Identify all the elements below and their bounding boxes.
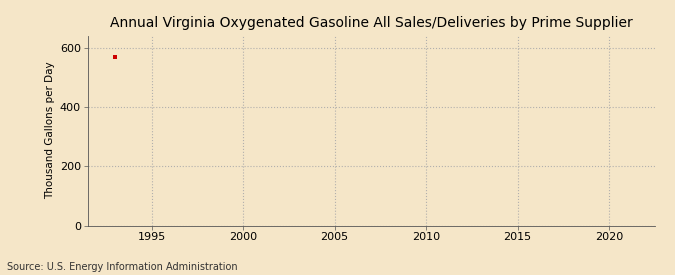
Title: Annual Virginia Oxygenated Gasoline All Sales/Deliveries by Prime Supplier: Annual Virginia Oxygenated Gasoline All … bbox=[110, 16, 632, 31]
Text: Source: U.S. Energy Information Administration: Source: U.S. Energy Information Administ… bbox=[7, 262, 238, 272]
Y-axis label: Thousand Gallons per Day: Thousand Gallons per Day bbox=[45, 62, 55, 199]
